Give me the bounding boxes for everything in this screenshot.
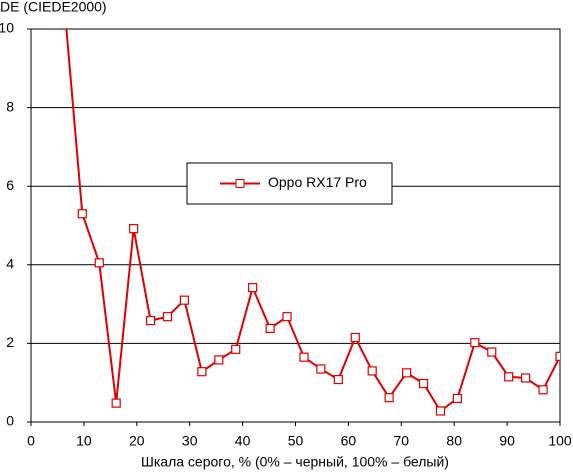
marker <box>401 368 412 378</box>
marker <box>452 393 462 404</box>
marker <box>555 351 560 361</box>
marker <box>179 295 190 305</box>
marker <box>162 312 173 322</box>
marker <box>487 347 497 357</box>
y-tick-label: 4 <box>6 256 14 272</box>
marker <box>316 364 326 374</box>
marker <box>248 282 258 293</box>
x-tick-label: 30 <box>182 433 198 449</box>
x-tick-label: 0 <box>27 433 35 449</box>
marker <box>265 323 275 334</box>
marker <box>333 374 343 385</box>
marker <box>111 398 121 408</box>
marker <box>367 366 377 376</box>
plot-area <box>65 29 560 416</box>
x-tick-label: 40 <box>235 433 251 449</box>
marker <box>282 312 292 322</box>
marker <box>504 372 514 382</box>
marker <box>145 316 156 326</box>
x-tick-label: 70 <box>394 433 410 449</box>
y-tick-label: 0 <box>6 413 14 429</box>
y-axis-title: DE (CIEDE2000) <box>0 0 107 15</box>
marker <box>197 367 207 377</box>
legend-label: Oppo RX17 Pro <box>268 174 367 190</box>
marker <box>470 338 480 348</box>
x-tick-label: 100 <box>548 433 572 449</box>
marker <box>129 224 139 234</box>
x-tick-label: 20 <box>129 433 145 449</box>
line <box>65 29 560 413</box>
marker <box>384 393 394 403</box>
legend-marker <box>235 179 245 188</box>
x-tick-label: 90 <box>499 433 515 449</box>
marker <box>418 378 429 389</box>
marker <box>521 373 531 383</box>
marker <box>538 385 548 395</box>
marker <box>435 406 446 416</box>
y-tick-label: 2 <box>6 334 14 350</box>
plot-border <box>30 28 561 423</box>
x-axis-title: Шкала серого, % (0% – черный, 100% – бел… <box>141 454 449 470</box>
y-tick-label: 6 <box>6 177 14 193</box>
y-tick-label: 8 <box>6 98 14 114</box>
x-tick-label: 80 <box>446 433 462 449</box>
marker <box>299 352 309 362</box>
x-tick-label: 10 <box>76 433 92 449</box>
x-tick-label: 60 <box>341 433 357 449</box>
marker <box>94 258 104 268</box>
marker <box>350 332 360 343</box>
marker <box>214 355 224 365</box>
marker <box>231 344 241 354</box>
marker <box>77 209 87 219</box>
x-tick-label: 50 <box>288 433 304 449</box>
y-tick-label: 10 <box>0 20 14 36</box>
